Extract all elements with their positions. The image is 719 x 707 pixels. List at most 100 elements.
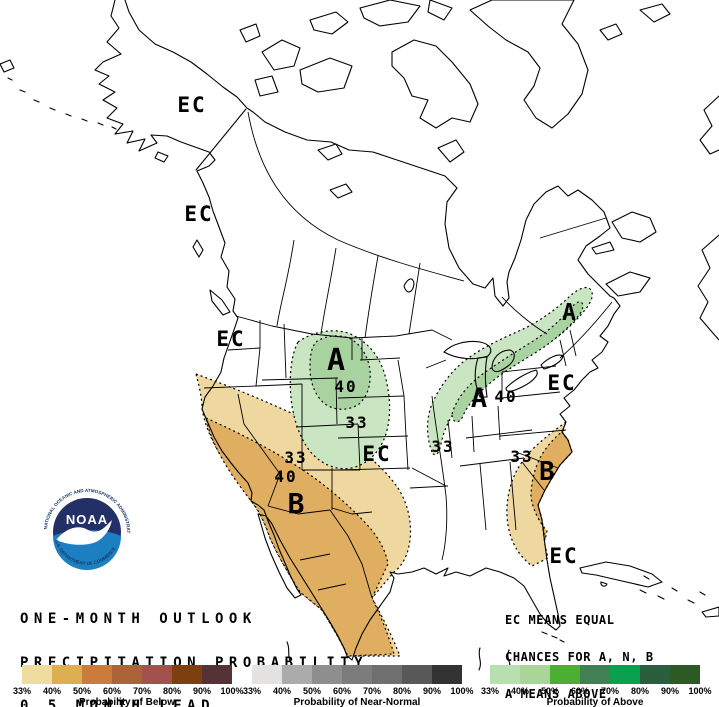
- map-label-33: 33: [345, 413, 368, 432]
- colorbar-segment: [252, 665, 282, 684]
- legend-note-line: EC MEANS EQUAL: [505, 612, 615, 627]
- map-label-A: A: [327, 343, 347, 378]
- seagull-icon: [56, 520, 112, 545]
- map-linework: [0, 0, 719, 673]
- colorbar-segment: [490, 665, 520, 684]
- great-lakes: [443, 340, 564, 398]
- map-label-B: B: [288, 487, 307, 520]
- us-mexico-border: [267, 505, 331, 515]
- colorbar-segment: [670, 665, 700, 684]
- colorbar-segment: [432, 665, 462, 684]
- nwt-border-line: [247, 111, 465, 282]
- state-borders: [203, 320, 577, 591]
- colorbar-tick: 60%: [102, 686, 122, 696]
- legend-note-line: CHANCES FOR A, N, B: [505, 650, 654, 665]
- colorbar-segment: [22, 665, 52, 684]
- colorbar-segment: [402, 665, 432, 684]
- colorbar-caption: Probability of Above: [546, 697, 644, 707]
- colorbar-tick: 60%: [570, 686, 590, 696]
- colorbar-segment: [82, 665, 112, 684]
- colorbar-tick: 50%: [302, 686, 322, 696]
- colorbar-segment: [342, 665, 372, 684]
- colorbar-tick: 50%: [72, 686, 92, 696]
- map-label-EC: EC: [177, 93, 206, 117]
- colorbar-tick: 33%: [12, 686, 32, 696]
- colorbar-above: 33% 40% 50% 60% 70% 80% 90% 100% Probability of …: [481, 665, 712, 707]
- qc-lab-border: [539, 217, 607, 239]
- above-normal-region-greatlakes-40: [451, 301, 584, 423]
- map-label-A: A: [471, 383, 489, 414]
- colorbar-tick: 50%: [540, 686, 560, 696]
- rio-grande: [329, 509, 373, 599]
- map-label-EC: EC: [547, 371, 576, 395]
- baffin-island: [391, 39, 479, 129]
- probability-regions: [195, 286, 593, 657]
- bc-ab-border: [276, 239, 295, 327]
- colorbar-near-normal: 33% 40% 50% 60% 70% 80% 90% 100% Probability of …: [243, 665, 474, 707]
- colorbar-tick: 40%: [42, 686, 62, 696]
- colorbar-segment: [142, 665, 172, 684]
- colorbar-tick: 100%: [688, 686, 712, 696]
- colorbar-below: 33% 40% 50% 60% 70% 80% 90% 100% Probability of …: [13, 665, 244, 707]
- legend-note: EC MEANS EQUAL CHANCES FOR A, N, B A MEA…: [505, 589, 654, 707]
- colorbar-tick: 33%: [480, 686, 500, 696]
- map-label-EC: EC: [362, 442, 391, 466]
- colorbar-segment: [202, 665, 232, 684]
- colorbar-tick: 90%: [660, 686, 680, 696]
- colorbar-segment: [580, 665, 610, 684]
- mb-on-border: [408, 262, 421, 335]
- colorbar-segment: [172, 665, 202, 684]
- colorbar-segment: [282, 665, 312, 684]
- colorbar-segments: [22, 665, 232, 684]
- colorbar-tick: 40%: [510, 686, 530, 696]
- colorbar-tick: 90%: [192, 686, 212, 696]
- sk-mb-border: [364, 255, 379, 339]
- colorbar-tick: 60%: [332, 686, 352, 696]
- cuba: [579, 561, 663, 588]
- alaska-border-line: [195, 108, 247, 171]
- colorbar-tick: 70%: [132, 686, 152, 696]
- colorbar-caption: Probability of Below: [78, 697, 176, 707]
- map-label-40: 40: [274, 467, 297, 486]
- noaa-logo: NOAA NATIONAL OCEANIC AND ATMOSPHERIC AD…: [0, 0, 134, 579]
- map-label-33: 33: [510, 447, 533, 466]
- title-line: 0.5 MONTH LEAD: [20, 698, 216, 707]
- legend-note-line: A MEANS ABOVE: [505, 687, 607, 702]
- colorbar-segment: [372, 665, 402, 684]
- on-qc-border: [501, 296, 548, 335]
- map-label-EC: EC: [184, 202, 213, 226]
- colorbar-segment: [520, 665, 550, 684]
- colorbar-segment: [112, 665, 142, 684]
- islands: [0, 0, 719, 673]
- colorbar-segment: [52, 665, 82, 684]
- colorbar-tick: 33%: [242, 686, 262, 696]
- title-line: ONE-MONTH OUTLOOK: [20, 611, 257, 627]
- map-label-A: A: [562, 300, 578, 326]
- ab-sk-border: [320, 247, 337, 335]
- st-lawrence: [559, 301, 613, 359]
- colorbar-tick: 40%: [272, 686, 292, 696]
- newfoundland: [611, 211, 657, 243]
- above-normal-region-plains-40: [309, 335, 371, 410]
- colorbar-segment: [610, 665, 640, 684]
- greenland: [469, 0, 589, 129]
- colorbar-tick: 90%: [422, 686, 442, 696]
- map-label-B: B: [539, 457, 557, 487]
- colorbar-segments: [252, 665, 462, 684]
- map-label-33: 33: [284, 448, 307, 467]
- colorbar-segment: [640, 665, 670, 684]
- colorbar-tick: 70%: [600, 686, 620, 696]
- noaa-ring-top-text: NATIONAL OCEANIC AND ATMOSPHERIC ADMINIS…: [0, 0, 131, 534]
- colorbar-segment: [550, 665, 580, 684]
- colorbar-tick: 80%: [630, 686, 650, 696]
- map-label-EC: EC: [549, 544, 578, 568]
- colorbar-tick: 80%: [392, 686, 412, 696]
- title-block: ONE-MONTH OUTLOOK PRECIPITATION PROBABIL…: [20, 583, 368, 707]
- colorbar-tick: 70%: [362, 686, 382, 696]
- colorbar-caption: Probability of Near-Normal: [293, 697, 421, 707]
- colorbar-tick: 100%: [450, 686, 474, 696]
- continent-coastline: [94, 0, 621, 661]
